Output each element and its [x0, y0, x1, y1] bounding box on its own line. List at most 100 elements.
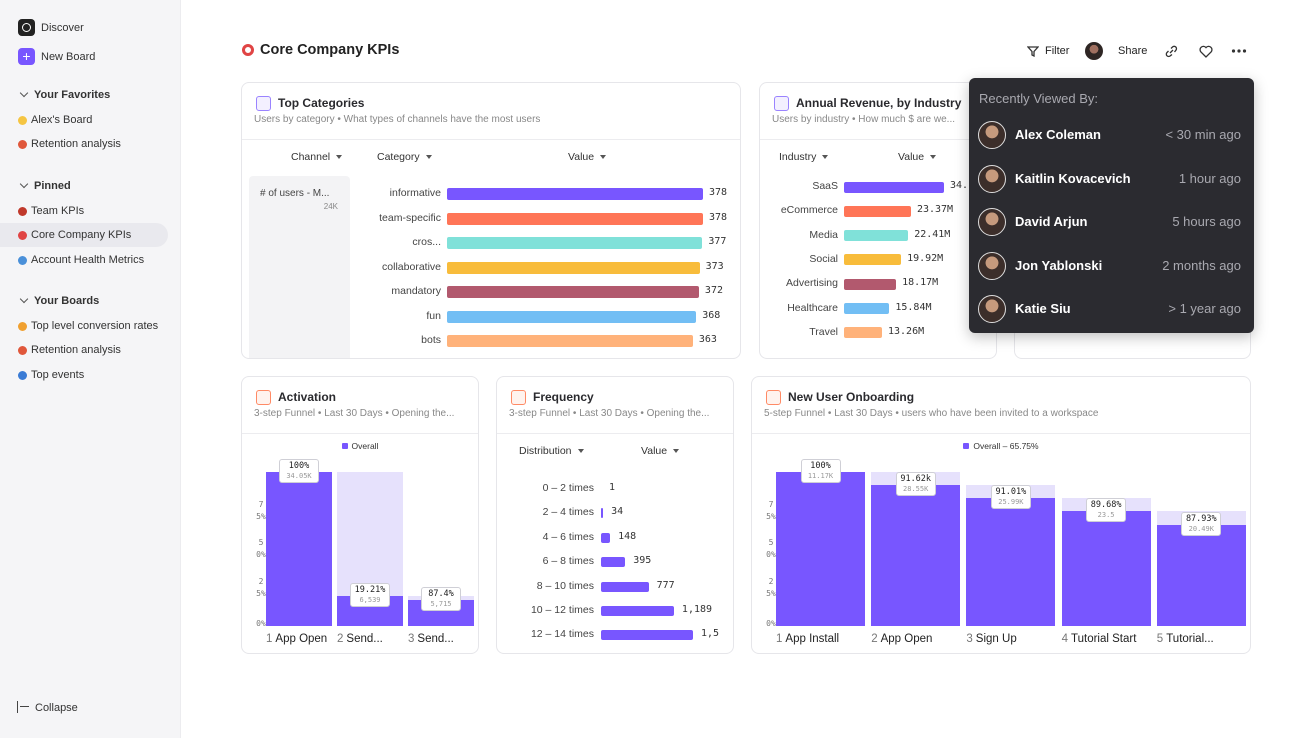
card-subtitle: 3-step Funnel • Last 30 Days • Opening t… [509, 408, 710, 419]
category-label: SaaS [812, 180, 838, 192]
new-board-icon: + [18, 48, 35, 65]
board-link[interactable]: Team KPIs [31, 204, 85, 217]
discover-link[interactable]: Discover [41, 22, 84, 34]
funnel-bar [966, 497, 1056, 626]
column-header[interactable]: Category [377, 151, 432, 163]
section-chevron [19, 179, 29, 189]
metric-total: 24K [323, 202, 338, 211]
filter-button[interactable]: Filter [1045, 45, 1070, 57]
bar [844, 327, 882, 339]
card-subtitle: 3-step Funnel • Last 30 Days • Opening t… [254, 408, 455, 419]
board-link[interactable]: Top events [31, 368, 85, 381]
link-button[interactable] [1165, 45, 1178, 58]
step-number: 1 [266, 633, 273, 645]
viewer-avatar [978, 251, 1006, 280]
step-name: App Open [880, 633, 933, 645]
bar [844, 230, 909, 242]
viewer-name: David Arjun [1015, 214, 1088, 230]
filter-icon [1027, 46, 1039, 57]
bar [844, 205, 911, 217]
value-label: 372 [704, 285, 723, 296]
value-label: 368 [702, 309, 721, 321]
card-subtitle: Users by category • What types of channe… [254, 114, 541, 125]
value-label: 777 [656, 579, 675, 591]
section-title: Pinned [34, 179, 71, 192]
value-label: 34 [611, 506, 624, 518]
bar [601, 581, 649, 592]
board-link[interactable]: Alex's Board [31, 114, 93, 126]
value-label: 1,5 [701, 628, 720, 640]
step-count: 28.55K [903, 484, 929, 493]
column-header[interactable]: Value [568, 151, 606, 163]
more-button[interactable] [1231, 48, 1247, 54]
conversion-label: 91.62k 28.55K [895, 471, 936, 496]
collapse-button[interactable]: Collapse [35, 702, 78, 714]
bar [447, 286, 699, 298]
category-label: 8 – 10 times [536, 579, 594, 592]
viewer-avatar [978, 295, 1006, 324]
step-name: Tutorial... [1166, 633, 1214, 645]
y-tick-label: 0% [766, 619, 776, 628]
board-link[interactable]: Top level conversion rates [31, 320, 159, 332]
bar [601, 606, 674, 616]
item-icon [18, 116, 27, 125]
board-link[interactable]: Account Health Metrics [31, 253, 145, 266]
onboarding-card: New User Onboarding 5-step Funnel • Last… [751, 376, 1251, 654]
activation-card: Activation 3-step Funnel • Last 30 Days … [241, 376, 479, 654]
card-title: Activation [278, 390, 337, 404]
share-button[interactable]: Share [1118, 45, 1148, 57]
card-title: Annual Revenue, by Industry [796, 96, 962, 110]
conversion-rate: 91.62k [900, 473, 932, 484]
bar [601, 557, 626, 568]
column-header[interactable]: Distribution [519, 445, 584, 457]
bar [844, 181, 944, 193]
category-label: collaborative [382, 260, 441, 273]
new-board-button[interactable]: New Board [41, 51, 96, 63]
step-count: 11.17K [807, 472, 834, 480]
step-label: 5 Tutorial... [1157, 633, 1214, 645]
step-name: Send... [417, 633, 454, 645]
item-icon [18, 140, 27, 150]
frequency-card: Frequency 3-step Funnel • Last 30 Days •… [496, 376, 734, 654]
column-header[interactable]: Value [641, 445, 679, 457]
item-icon [18, 322, 27, 331]
category-label: Media [809, 228, 838, 241]
section-title: Your Boards [34, 295, 100, 307]
step-label: 3 Send... [408, 633, 454, 645]
y-tick-label: 25% [766, 576, 776, 598]
card-title: New User Onboarding [788, 390, 915, 404]
board-link[interactable]: Core Company KPIs [31, 229, 132, 242]
value-label: 1,189 [681, 604, 713, 615]
column-header[interactable]: Industry [779, 151, 828, 163]
viewer-time: 2 months ago [1162, 257, 1241, 273]
category-label: Social [809, 252, 838, 265]
conversion-rate: 89.68% [1090, 499, 1122, 510]
recently-viewed-popover: Recently Viewed By: Alex Coleman < 30 min… [969, 78, 1254, 333]
value-label: 1 [609, 482, 616, 493]
bar [601, 508, 604, 519]
y-tick-label: 25% [256, 576, 266, 598]
value-label: 373 [705, 260, 724, 272]
category-label: 6 – 8 times [542, 555, 594, 568]
step-number: 3 [408, 633, 415, 645]
divider [242, 433, 478, 434]
favorite-button[interactable] [1199, 45, 1213, 58]
board-link[interactable]: Retention analysis [31, 344, 121, 357]
viewer-time: > 1 year ago [1168, 301, 1241, 317]
funnel-bar [776, 472, 865, 626]
step-number: 5 [1156, 633, 1164, 645]
value-label: 377 [708, 236, 727, 247]
column-header[interactable]: Value [898, 151, 936, 163]
card-icon [766, 390, 781, 405]
column-header[interactable]: Channel [291, 151, 342, 163]
category-label: 0 – 2 times [542, 482, 594, 494]
y-tick-label: 75% [766, 499, 776, 521]
value-label: 19.92M [907, 252, 944, 264]
step-count: 20.49K [1188, 524, 1214, 533]
legend-label: Overall – 65.75% [973, 441, 1039, 451]
metric-cell [249, 176, 350, 358]
conversion-rate: 87.4% [428, 589, 454, 600]
board-link[interactable]: Retention analysis [31, 138, 121, 151]
section-chevron [19, 88, 29, 98]
viewer-avatar[interactable] [1085, 42, 1103, 60]
